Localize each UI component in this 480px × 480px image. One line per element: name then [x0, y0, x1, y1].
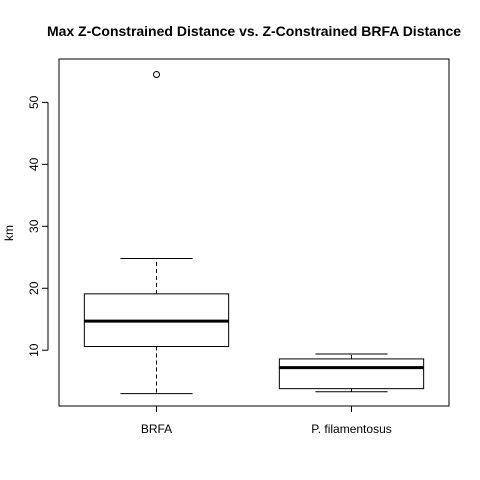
boxes-group	[83, 70, 425, 395]
y-tick-label: 20	[27, 281, 41, 295]
x-tick-label: P. filamentosus	[311, 422, 392, 436]
y-tick-label: 50	[27, 95, 41, 109]
y-axis-ticks: 10 20 30 40 50	[27, 95, 48, 357]
y-tick-label: 30	[27, 219, 41, 233]
y-tick-label: 40	[27, 157, 41, 171]
x-tick-label: BRFA	[141, 422, 172, 436]
chart-title: Max Z-Constrained Distance vs. Z-Constra…	[47, 23, 461, 39]
box-iqr	[278, 358, 425, 390]
y-tick-label: 10	[27, 343, 41, 357]
x-axis-ticks: BRFA P. filamentosus	[141, 405, 392, 436]
outlier-point	[153, 70, 160, 78]
y-axis-label: km	[2, 225, 16, 241]
plot-frame	[58, 58, 450, 407]
